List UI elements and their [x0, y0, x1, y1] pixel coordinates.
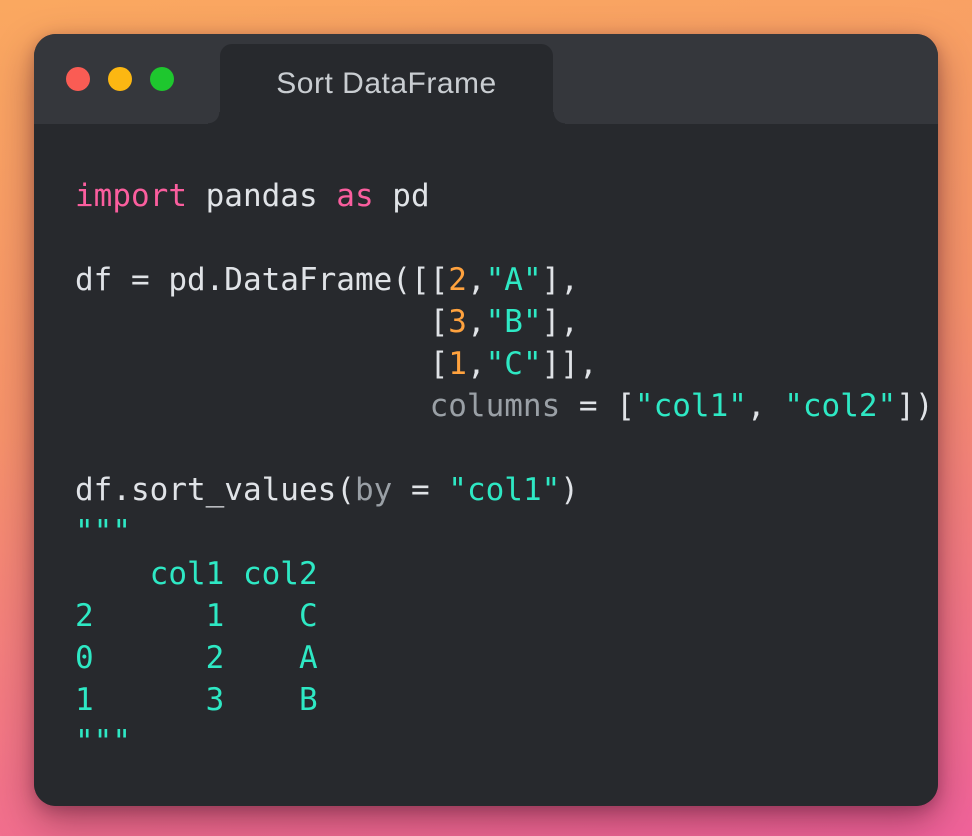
code-token-output: 0 2 A — [75, 640, 318, 676]
code-line: 2 1 C — [75, 595, 934, 637]
tab-notch-right-icon — [553, 112, 565, 124]
code-token-text: df = pd.DataFrame([[ — [75, 262, 449, 298]
close-button[interactable] — [66, 67, 90, 91]
editor-body: import pandas as pd df = pd.DataFrame([[2… — [34, 124, 938, 806]
code-token-keyword: as — [336, 178, 374, 214]
code-token-number: 1 — [448, 346, 467, 382]
code-token-text: , — [466, 346, 486, 382]
code-token-text: ) — [560, 472, 579, 508]
code-token-string: "col1" — [634, 388, 747, 424]
code-token-number: 3 — [448, 304, 467, 340]
code-token-string: "A" — [485, 262, 542, 298]
code-token-string: """ — [75, 514, 131, 550]
code-line — [75, 217, 934, 259]
code-token-text: pandas — [186, 178, 337, 214]
code-token-text: [ — [75, 304, 449, 340]
code-line: [3,"B"], — [75, 301, 934, 343]
code-token-output: col1 col2 — [75, 556, 318, 592]
minimize-button[interactable] — [108, 67, 132, 91]
window-controls — [66, 67, 174, 91]
code-line — [75, 427, 934, 469]
code-token-string: "col1" — [448, 472, 561, 508]
window-titlebar: Sort DataFrame — [34, 34, 938, 124]
code-token-text: , — [466, 262, 486, 298]
tab-title: Sort DataFrame — [276, 67, 497, 100]
tab-active[interactable]: Sort DataFrame — [220, 44, 553, 124]
code-token-string: "C" — [485, 346, 542, 382]
code-line: import pandas as pd — [75, 175, 934, 217]
code-line: df.sort_values(by = "col1") — [75, 469, 934, 511]
code-line: columns = ["col1", "col2"]) — [75, 385, 934, 427]
code-token-muted: by — [354, 472, 393, 508]
code-token-text: ], — [541, 304, 579, 340]
code-line: df = pd.DataFrame([[2,"A"], — [75, 259, 934, 301]
code-token-output: 1 3 B — [75, 682, 318, 718]
tab-notch-left-icon — [208, 112, 220, 124]
code-token-text: ]) — [896, 388, 934, 424]
code-token-text: [ — [75, 346, 449, 382]
code-token-text: = — [392, 472, 449, 508]
code-token-string: "B" — [485, 304, 542, 340]
code-token-string: "col2" — [784, 388, 897, 424]
code-line: col1 col2 — [75, 553, 934, 595]
code-line: """ — [75, 721, 934, 763]
code-token-keyword: import — [75, 178, 187, 214]
code-line: 1 3 B — [75, 679, 934, 721]
code-block: import pandas as pd df = pd.DataFrame([[2… — [75, 175, 934, 763]
code-line: [1,"C"]], — [75, 343, 934, 385]
code-token-number: 2 — [448, 262, 467, 298]
code-line: 0 2 A — [75, 637, 934, 679]
code-snippet-window: Sort DataFrame import pandas as pd df = p… — [34, 34, 938, 806]
code-token-string: """ — [75, 724, 131, 760]
code-token-text: ], — [541, 262, 579, 298]
code-token-muted: columns — [429, 388, 561, 424]
maximize-button[interactable] — [150, 67, 174, 91]
code-line: """ — [75, 511, 934, 553]
code-token-output: 2 1 C — [75, 598, 318, 634]
code-token-text: , — [746, 388, 785, 424]
code-token-text: = [ — [560, 388, 635, 424]
code-token-text — [75, 388, 430, 424]
code-token-text: df.sort_values( — [75, 472, 355, 508]
code-token-text: pd — [373, 178, 430, 214]
code-token-text: ]], — [541, 346, 598, 382]
code-token-text: , — [466, 304, 486, 340]
